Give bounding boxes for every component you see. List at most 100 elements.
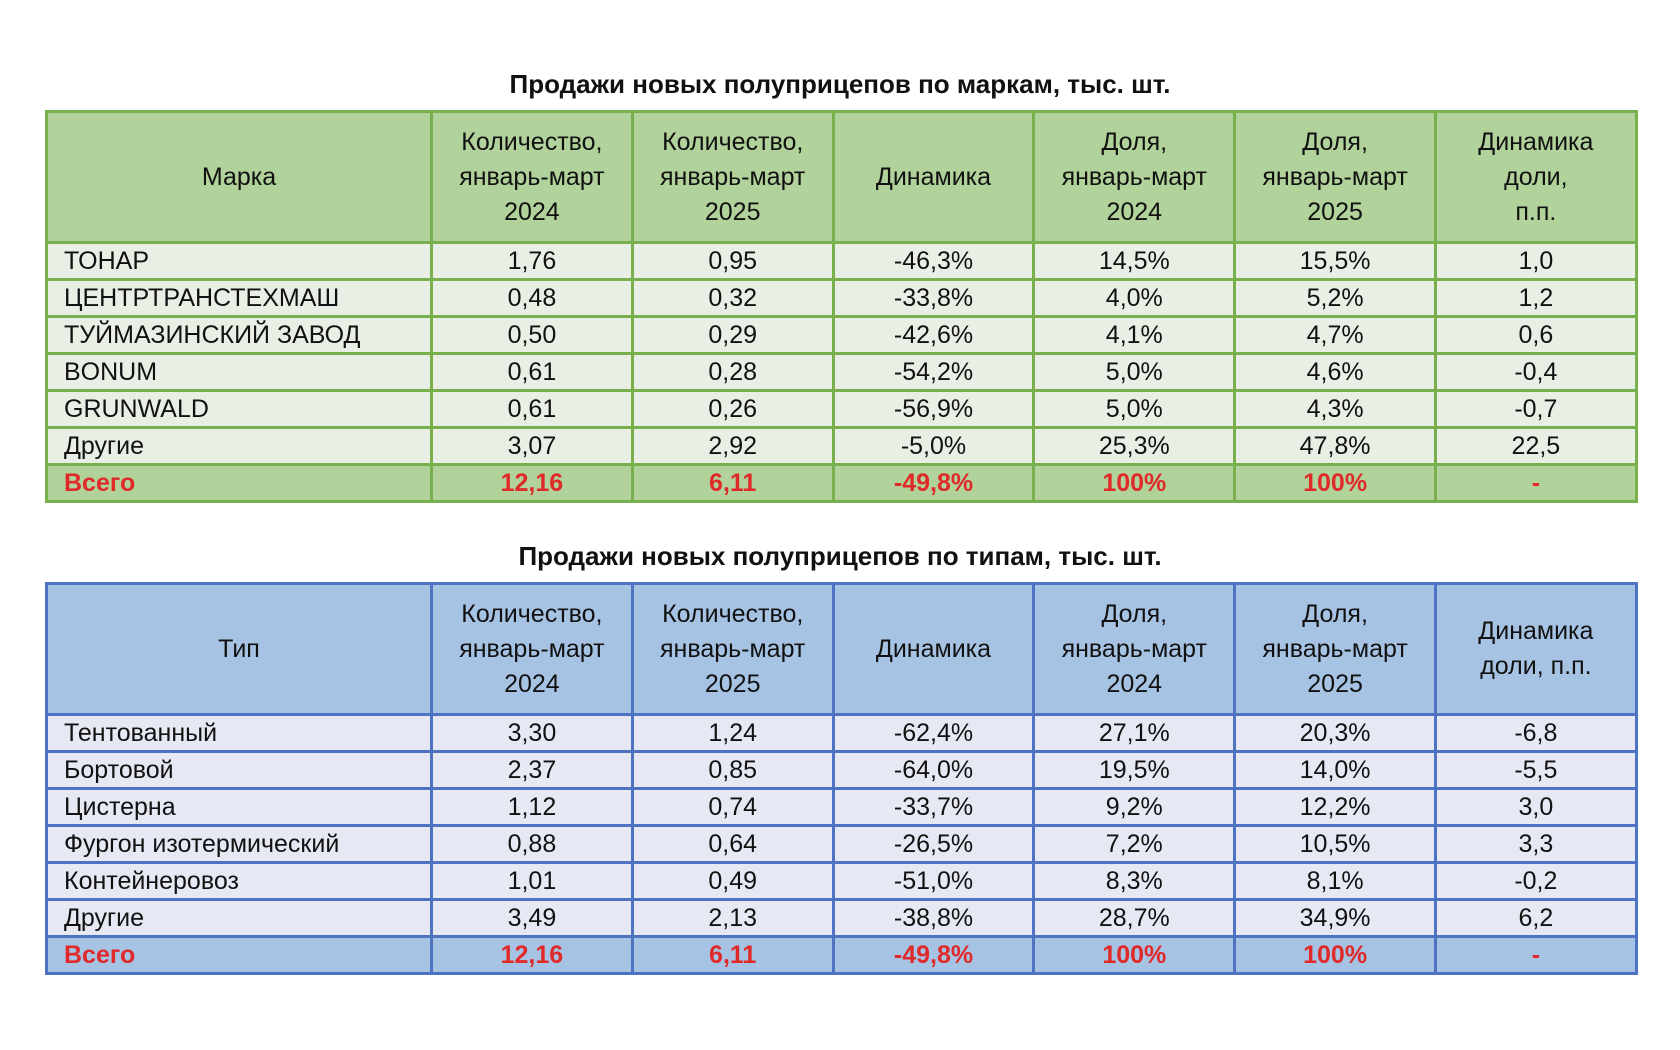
cell-qty-2025: 0,74: [630, 787, 835, 827]
cell-dynamics: -38,8%: [831, 898, 1036, 938]
cell-qty-2024: 3,07: [430, 426, 634, 466]
row-label: ТУЙМАЗИНСКИЙ ЗАВОД: [45, 315, 433, 355]
cell-share-2024: 14,5%: [1032, 241, 1237, 281]
table-row: ТУЙМАЗИНСКИЙ ЗАВОД 0,50 0,29 -42,6% 4,1%…: [45, 315, 1638, 355]
cell-dynamics: -33,8%: [831, 278, 1036, 318]
row-label: Фургон изотермический: [45, 824, 433, 864]
cell-qty-2025: 2,92: [630, 426, 835, 466]
table-row: ЦЕНТРТРАНСТЕХМАШ 0,48 0,32 -33,8% 4,0% 5…: [45, 278, 1638, 318]
cell-share-2025: 4,6%: [1233, 352, 1437, 392]
cell-share-2025: 14,0%: [1233, 750, 1437, 790]
cell-share-2025: 47,8%: [1233, 426, 1437, 466]
types-table-title: Продажи новых полуприцепов по типам, тыс…: [518, 541, 1162, 571]
cell-share-2025: 4,3%: [1233, 389, 1437, 429]
cell-qty-2025: 0,85: [630, 750, 835, 790]
cell-qty-2025: 0,26: [630, 389, 835, 429]
row-label: Другие: [45, 898, 433, 938]
cell-share-dynamics: -0,4: [1433, 352, 1638, 392]
table-row: Фургон изотермический 0,88 0,64 -26,5% 7…: [45, 824, 1638, 864]
cell-share-2024: 19,5%: [1032, 750, 1237, 790]
total-share-2025: 100%: [1233, 935, 1437, 975]
cell-dynamics: -64,0%: [831, 750, 1036, 790]
cell-dynamics: -62,4%: [831, 713, 1036, 753]
cell-share-2024: 9,2%: [1032, 787, 1237, 827]
cell-qty-2024: 2,37: [430, 750, 634, 790]
types-header-row: Тип Количество, январь-март 2024 Количеств…: [45, 582, 1638, 716]
table-row: Тентованный 3,30 1,24 -62,4% 27,1% 20,3%…: [45, 713, 1638, 753]
row-label: Контейнеровоз: [45, 861, 433, 901]
header-dynamics: Динамика: [831, 110, 1036, 244]
header-share-dynamics: Динамика доли, п.п.: [1433, 110, 1638, 244]
cell-qty-2024: 0,61: [430, 389, 634, 429]
total-label: Всего: [45, 935, 433, 975]
row-label: Цистерна: [45, 787, 433, 827]
table-row: Бортовой 2,37 0,85 -64,0% 19,5% 14,0% -5…: [45, 750, 1638, 790]
cell-share-2024: 28,7%: [1032, 898, 1237, 938]
cell-share-2025: 34,9%: [1233, 898, 1437, 938]
brands-section: Продажи новых полуприцепов по маркам, ты…: [45, 66, 1638, 503]
cell-dynamics: -26,5%: [831, 824, 1036, 864]
cell-share-dynamics: 22,5: [1433, 426, 1638, 466]
cell-qty-2024: 0,48: [430, 278, 634, 318]
total-share-2024: 100%: [1032, 463, 1237, 503]
table-row: Другие 3,49 2,13 -38,8% 28,7% 34,9% 6,2: [45, 898, 1638, 938]
header-qty-2024: Количество, январь-март 2024: [430, 582, 634, 716]
cell-qty-2025: 0,95: [630, 241, 835, 281]
cell-share-dynamics: -5,5: [1433, 750, 1638, 790]
cell-dynamics: -46,3%: [831, 241, 1036, 281]
cell-share-2024: 4,1%: [1032, 315, 1237, 355]
row-label: Другие: [45, 426, 433, 466]
total-share-2024: 100%: [1032, 935, 1237, 975]
header-share-2025: Доля, январь-март 2025: [1233, 110, 1437, 244]
cell-share-2025: 10,5%: [1233, 824, 1437, 864]
cell-share-2025: 4,7%: [1233, 315, 1437, 355]
cell-dynamics: -33,7%: [831, 787, 1036, 827]
cell-share-2024: 25,3%: [1032, 426, 1237, 466]
cell-share-2024: 5,0%: [1032, 389, 1237, 429]
cell-qty-2024: 0,88: [430, 824, 634, 864]
cell-share-2025: 5,2%: [1233, 278, 1437, 318]
cell-qty-2024: 0,50: [430, 315, 634, 355]
types-section: Продажи новых полуприцепов по типам, тыс…: [45, 538, 1638, 975]
cell-qty-2024: 3,49: [430, 898, 634, 938]
brands-table: Марка Количество, январь-март 2024 Количес…: [45, 110, 1638, 503]
cell-qty-2024: 3,30: [430, 713, 634, 753]
row-label: BONUM: [45, 352, 433, 392]
cell-share-2025: 8,1%: [1233, 861, 1437, 901]
table-row: Другие 3,07 2,92 -5,0% 25,3% 47,8% 22,5: [45, 426, 1638, 466]
cell-dynamics: -51,0%: [831, 861, 1036, 901]
brands-header-row: Марка Количество, январь-март 2024 Количес…: [45, 110, 1638, 244]
brands-table-title: Продажи новых полуприцепов по маркам, ты…: [509, 69, 1171, 99]
total-qty-2024: 12,16: [430, 463, 634, 503]
header-brand: Марка: [45, 110, 433, 244]
cell-qty-2025: 0,29: [630, 315, 835, 355]
cell-qty-2025: 0,49: [630, 861, 835, 901]
cell-qty-2025: 2,13: [630, 898, 835, 938]
cell-share-2024: 4,0%: [1032, 278, 1237, 318]
table-row: ТОНАР 1,76 0,95 -46,3% 14,5% 15,5% 1,0: [45, 241, 1638, 281]
total-qty-2024: 12,16: [430, 935, 634, 975]
cell-share-2024: 7,2%: [1032, 824, 1237, 864]
header-share-2024: Доля, январь-март 2024: [1032, 582, 1237, 716]
cell-share-dynamics: 3,0: [1433, 787, 1638, 827]
cell-share-2025: 12,2%: [1233, 787, 1437, 827]
total-share-dynamics: -: [1433, 463, 1638, 503]
cell-qty-2025: 1,24: [630, 713, 835, 753]
cell-qty-2024: 1,76: [430, 241, 634, 281]
table-row: Цистерна 1,12 0,74 -33,7% 9,2% 12,2% 3,0: [45, 787, 1638, 827]
cell-share-2025: 20,3%: [1233, 713, 1437, 753]
row-label: Бортовой: [45, 750, 433, 790]
cell-share-2024: 8,3%: [1032, 861, 1237, 901]
total-qty-2025: 6,11: [630, 463, 835, 503]
cell-share-2024: 27,1%: [1032, 713, 1237, 753]
row-label: GRUNWALD: [45, 389, 433, 429]
header-type: Тип: [45, 582, 433, 716]
total-qty-2025: 6,11: [630, 935, 835, 975]
cell-share-dynamics: 1,0: [1433, 241, 1638, 281]
cell-qty-2025: 0,64: [630, 824, 835, 864]
total-dynamics: -49,8%: [831, 463, 1036, 503]
cell-qty-2025: 0,32: [630, 278, 835, 318]
cell-dynamics: -42,6%: [831, 315, 1036, 355]
cell-share-2024: 5,0%: [1032, 352, 1237, 392]
cell-dynamics: -56,9%: [831, 389, 1036, 429]
